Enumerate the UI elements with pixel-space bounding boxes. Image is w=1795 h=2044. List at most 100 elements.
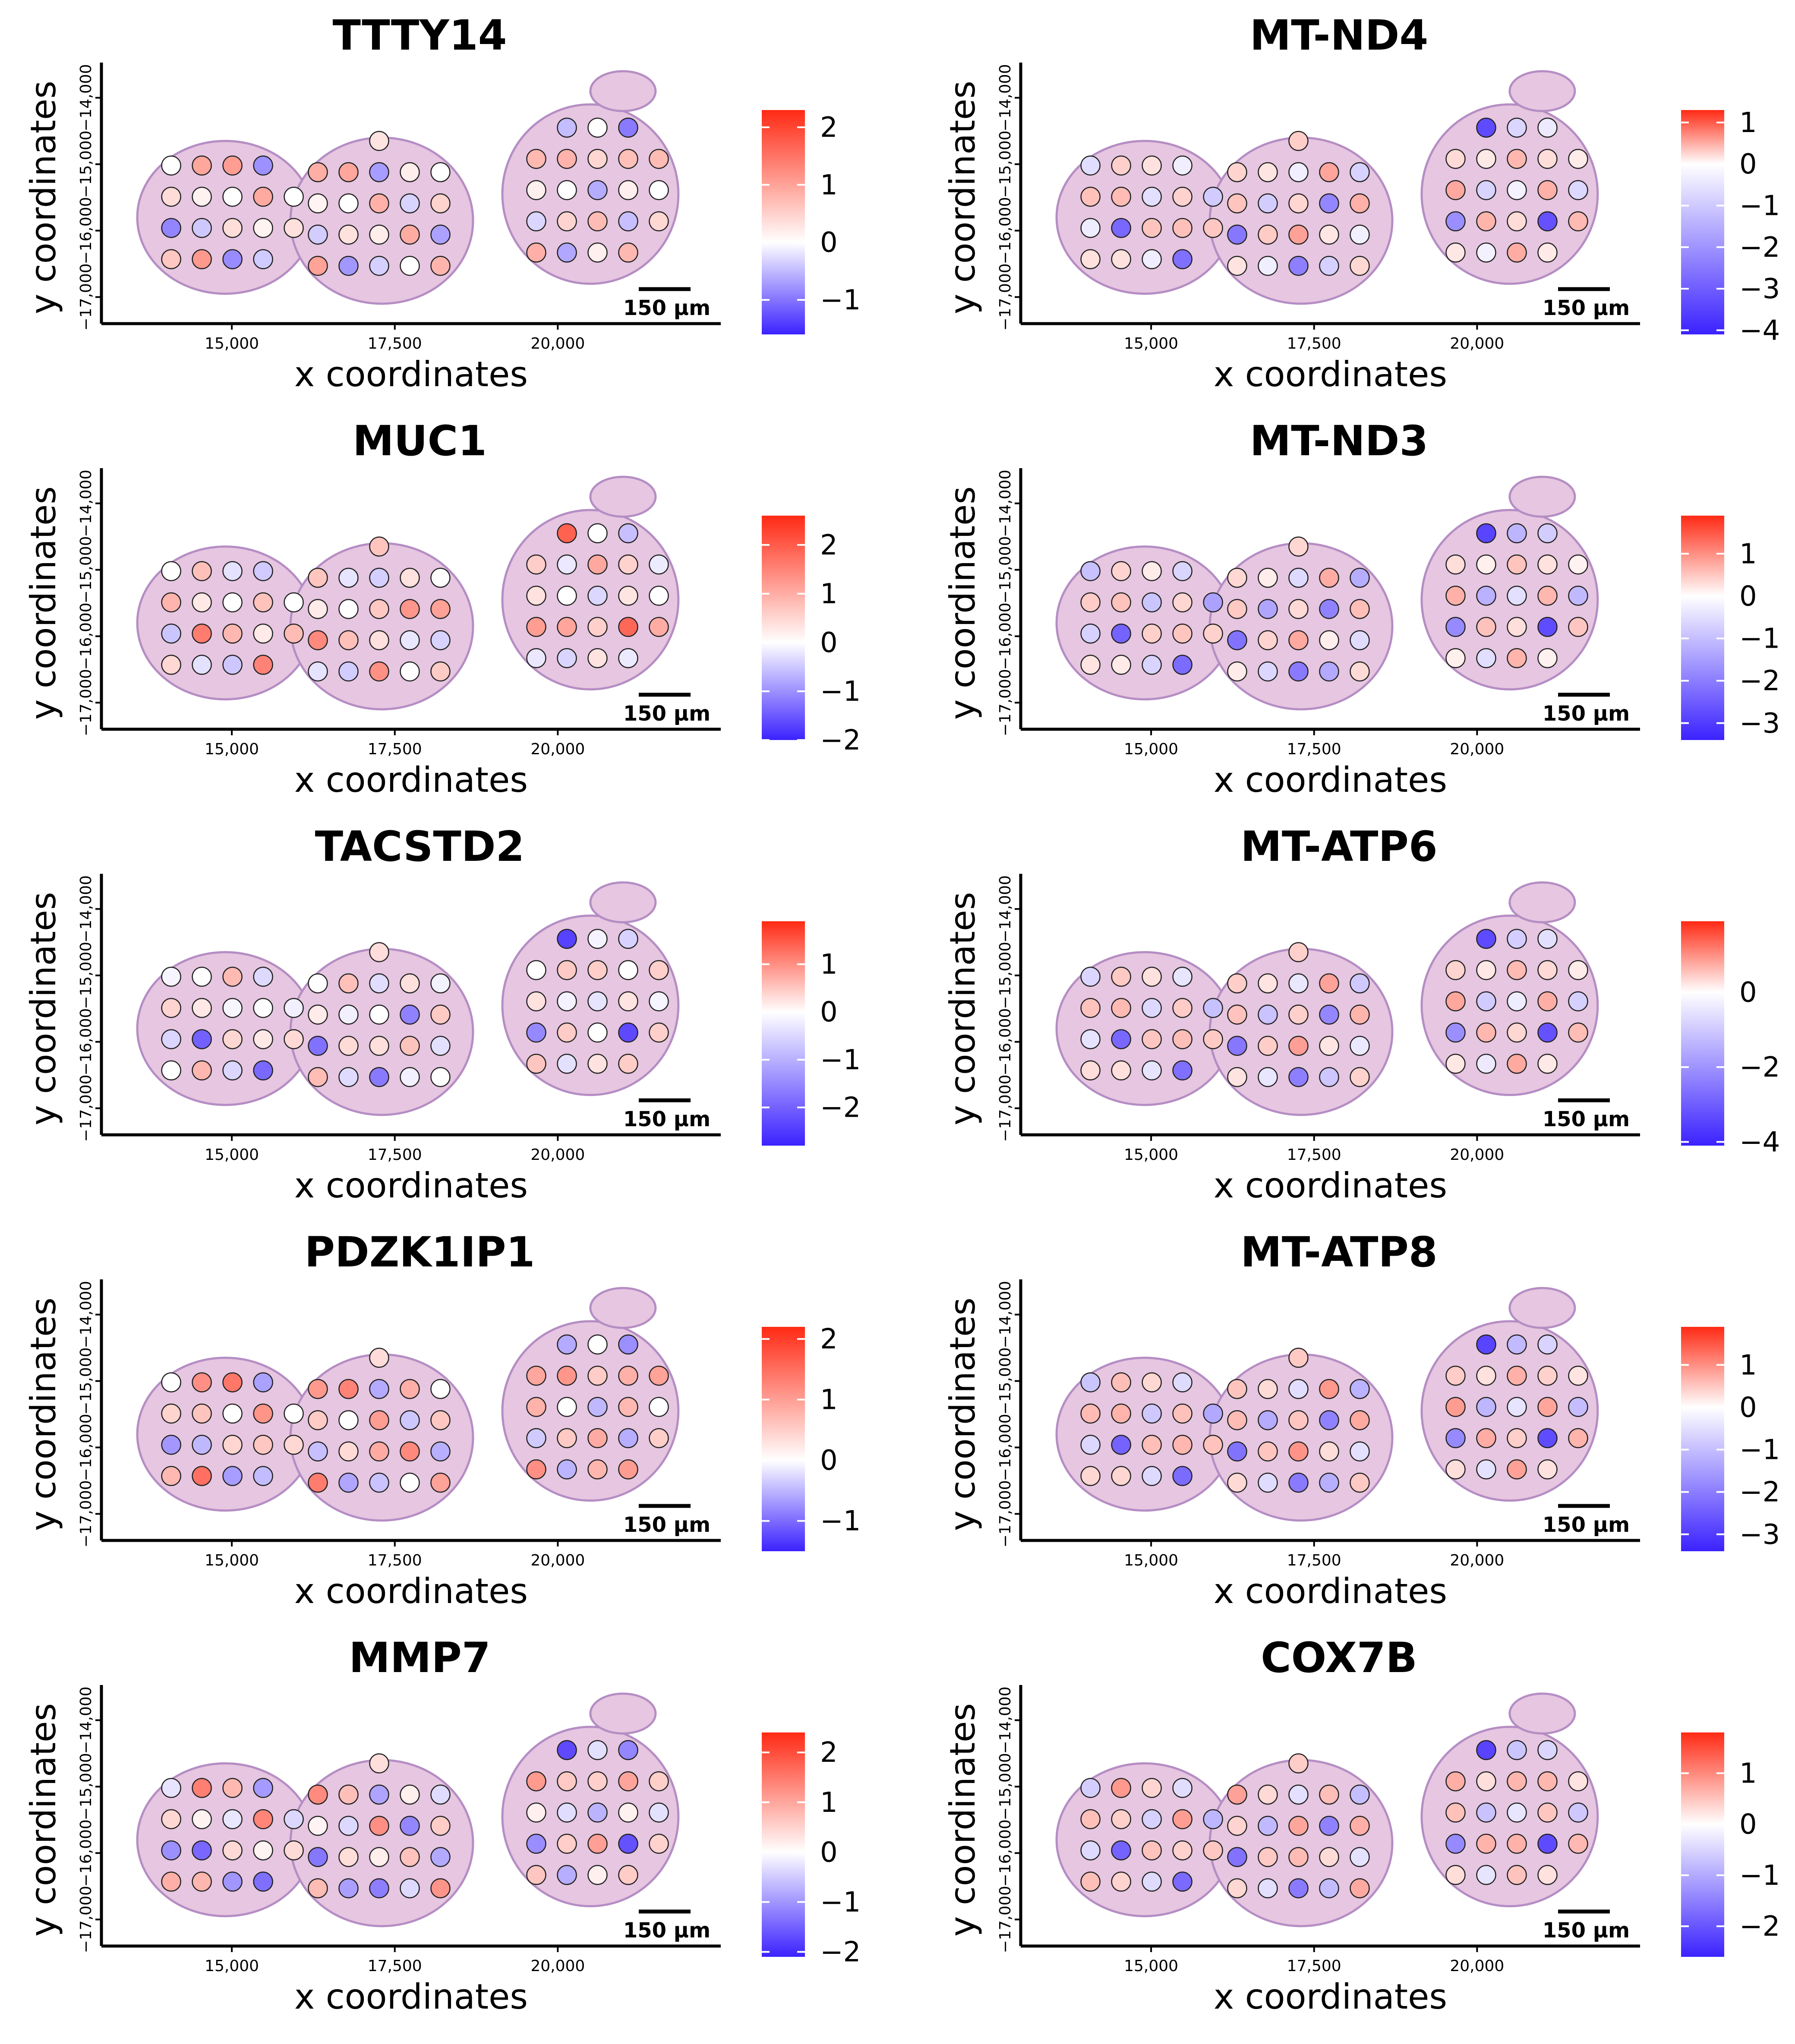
expression-spot (192, 1403, 212, 1424)
expression-spot (369, 630, 389, 650)
y-tick-label: −17,000 (997, 263, 1014, 331)
x-axis-label: x coordinates (1214, 1977, 1447, 2017)
colorbar-tick-label: 2 (820, 1323, 838, 1355)
expression-spot (1476, 1022, 1496, 1043)
colorbar-tick-label: 1 (820, 578, 838, 610)
expression-spot (253, 1403, 273, 1424)
expression-spot (161, 218, 181, 238)
expression-spot (1080, 1435, 1101, 1455)
spot-layer (1080, 117, 1588, 276)
expression-spot (192, 1840, 212, 1861)
colorbar-tick-label: 2 (820, 112, 838, 144)
expression-spot (253, 218, 273, 238)
expression-spot (1319, 1784, 1339, 1805)
expression-spot (1445, 180, 1466, 200)
panel-muc1: MUC1 15,000 17,500 20,000 −17,000−16,000−15,… (23, 417, 861, 800)
y-tick-label: −14,000 (997, 1281, 1014, 1348)
expression-spot (1227, 567, 1247, 588)
expression-spot (284, 1809, 304, 1830)
expression-spot (222, 186, 243, 207)
expression-spot (1319, 1410, 1339, 1430)
expression-spot (1172, 1809, 1192, 1830)
colorbar-tick-label: −4 (1739, 315, 1780, 346)
y-axis-label: y coordinates (23, 1298, 63, 1531)
x-tick-label: 15,000 (205, 335, 259, 353)
expression-spot (1258, 1067, 1278, 1087)
expression-spot (1350, 1816, 1370, 1836)
expression-spot (400, 1816, 420, 1836)
y-tick-label: −16,000 (997, 1008, 1014, 1075)
colorbar-tick-label: 0 (820, 1836, 838, 1868)
expression-spot (308, 599, 328, 619)
expression-spot (1111, 1403, 1131, 1424)
colorbar-tick-label: −1 (820, 676, 861, 708)
expression-spot (1319, 1005, 1339, 1025)
expression-spot (557, 148, 577, 169)
expression-spot (222, 655, 243, 675)
expression-spot (587, 180, 608, 200)
expression-spot (161, 1435, 181, 1455)
expression-spot (649, 180, 669, 200)
colorbar-tick-label: −2 (820, 724, 861, 756)
colorbar-tick-label: 0 (1739, 580, 1757, 612)
expression-spot (192, 655, 212, 675)
expression-spot (1568, 991, 1588, 1011)
expression-spot (1258, 1816, 1278, 1836)
expression-spot (1507, 960, 1527, 980)
expression-spot (1227, 1472, 1247, 1493)
expression-spot (430, 630, 451, 650)
expression-spot (1142, 186, 1162, 207)
expression-spot (1507, 211, 1527, 232)
expression-spot (338, 661, 359, 682)
expression-spot (369, 1005, 389, 1025)
expression-spot (338, 973, 359, 994)
expression-spot (1172, 592, 1192, 613)
expression-spot (1080, 1871, 1101, 1892)
expression-spot (1319, 193, 1339, 214)
expression-spot (557, 1054, 577, 1074)
expression-spot (308, 1067, 328, 1087)
expression-spot (587, 117, 608, 138)
expression-spot (192, 561, 212, 581)
expression-spot (1288, 193, 1309, 214)
expression-spot (1537, 929, 1558, 949)
expression-spot (1203, 592, 1223, 613)
expression-spot (1507, 180, 1527, 200)
expression-spot (557, 1428, 577, 1449)
expression-spot (338, 1410, 359, 1430)
x-tick-label: 20,000 (1450, 335, 1504, 353)
expression-spot (400, 1878, 420, 1899)
expression-spot (1258, 255, 1278, 276)
expression-spot (338, 255, 359, 276)
x-tick-label: 17,500 (1287, 1957, 1341, 1975)
expression-spot (618, 586, 638, 606)
x-tick-label: 20,000 (1450, 1957, 1504, 1975)
expression-spot (284, 998, 304, 1018)
expression-spot (1288, 1847, 1309, 1867)
spot-layer (1080, 1334, 1588, 1493)
expression-spot (338, 1816, 359, 1836)
expression-spot (1445, 617, 1466, 637)
colorbar-tick-label: 0 (1739, 1809, 1757, 1841)
y-axis-label: y coordinates (943, 892, 983, 1125)
expression-spot (1172, 218, 1192, 238)
expression-spot (649, 148, 669, 169)
expression-spot (1288, 162, 1309, 183)
expression-spot (1227, 1784, 1247, 1805)
expression-spot (1288, 224, 1309, 245)
scale-bar-label: 150 µm (1543, 1107, 1630, 1131)
expression-spot (308, 1784, 328, 1805)
expression-spot (1507, 554, 1527, 575)
expression-spot (526, 148, 546, 169)
expression-spot (587, 1365, 608, 1386)
expression-spot (1476, 1865, 1496, 1885)
expression-spot (1080, 1778, 1101, 1798)
expression-spot (618, 1771, 638, 1792)
expression-spot (369, 224, 389, 245)
expression-spot (161, 1029, 181, 1049)
expression-spot (587, 586, 608, 606)
expression-spot (1319, 1441, 1339, 1461)
colorbar-tick-label: 0 (1739, 148, 1757, 180)
colorbar-tick-label: 1 (1739, 1349, 1757, 1381)
expression-spot (1537, 211, 1558, 232)
